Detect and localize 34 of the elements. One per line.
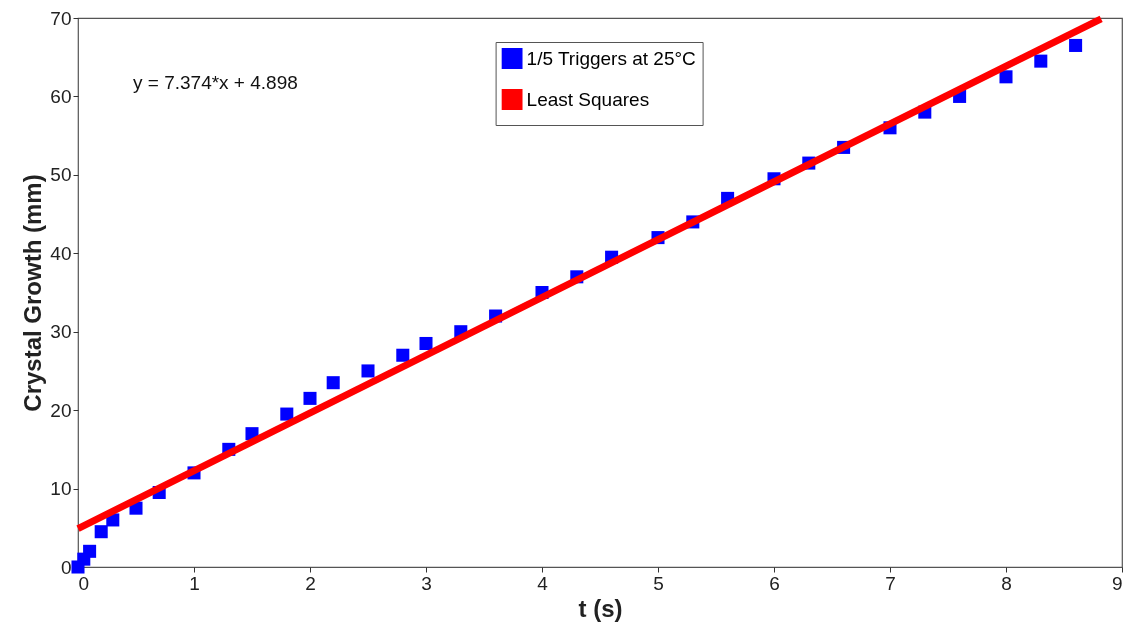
point (303, 391, 317, 405)
legend-label: Least Squares (526, 88, 650, 110)
x-tick-label: 7 (885, 572, 896, 594)
point (280, 407, 294, 421)
x-axis-title: t (s) (578, 594, 623, 622)
annotation: y = 7.374*x + 4.898 (133, 72, 298, 93)
x-tick-label: 9 (1111, 572, 1123, 594)
legend-label: 1/5 Triggers at 25°C (526, 47, 696, 69)
point (1069, 38, 1083, 52)
x-tick-label: 8 (1001, 572, 1012, 594)
y-tick-label: 50 (50, 164, 72, 186)
x-tick-label: 3 (421, 572, 432, 594)
point (1034, 54, 1048, 68)
point (396, 348, 410, 362)
x-tick-label: 5 (653, 572, 664, 594)
y-tick-label: 40 (50, 242, 72, 264)
y-tick-label: 70 (50, 7, 72, 29)
point (361, 364, 375, 378)
y-axis-title: Crystal Growth (mm) (19, 174, 47, 412)
x-tick-label: 6 (769, 572, 780, 594)
point (83, 544, 97, 558)
x-tick-label: 2 (305, 572, 316, 594)
y-tick-label: 20 (50, 399, 72, 421)
y-tick-label: 60 (50, 85, 72, 107)
y-tick-label: 10 (50, 478, 72, 500)
point (326, 376, 340, 390)
point (999, 70, 1013, 84)
point (419, 336, 433, 350)
y-tick-label: 0 (60, 556, 72, 578)
x-tick-label: 1 (189, 572, 200, 594)
x-tick-label: 4 (537, 572, 549, 594)
point (94, 525, 108, 539)
y-tick-label: 30 (50, 321, 72, 343)
x-tick-label: 0 (78, 572, 90, 594)
